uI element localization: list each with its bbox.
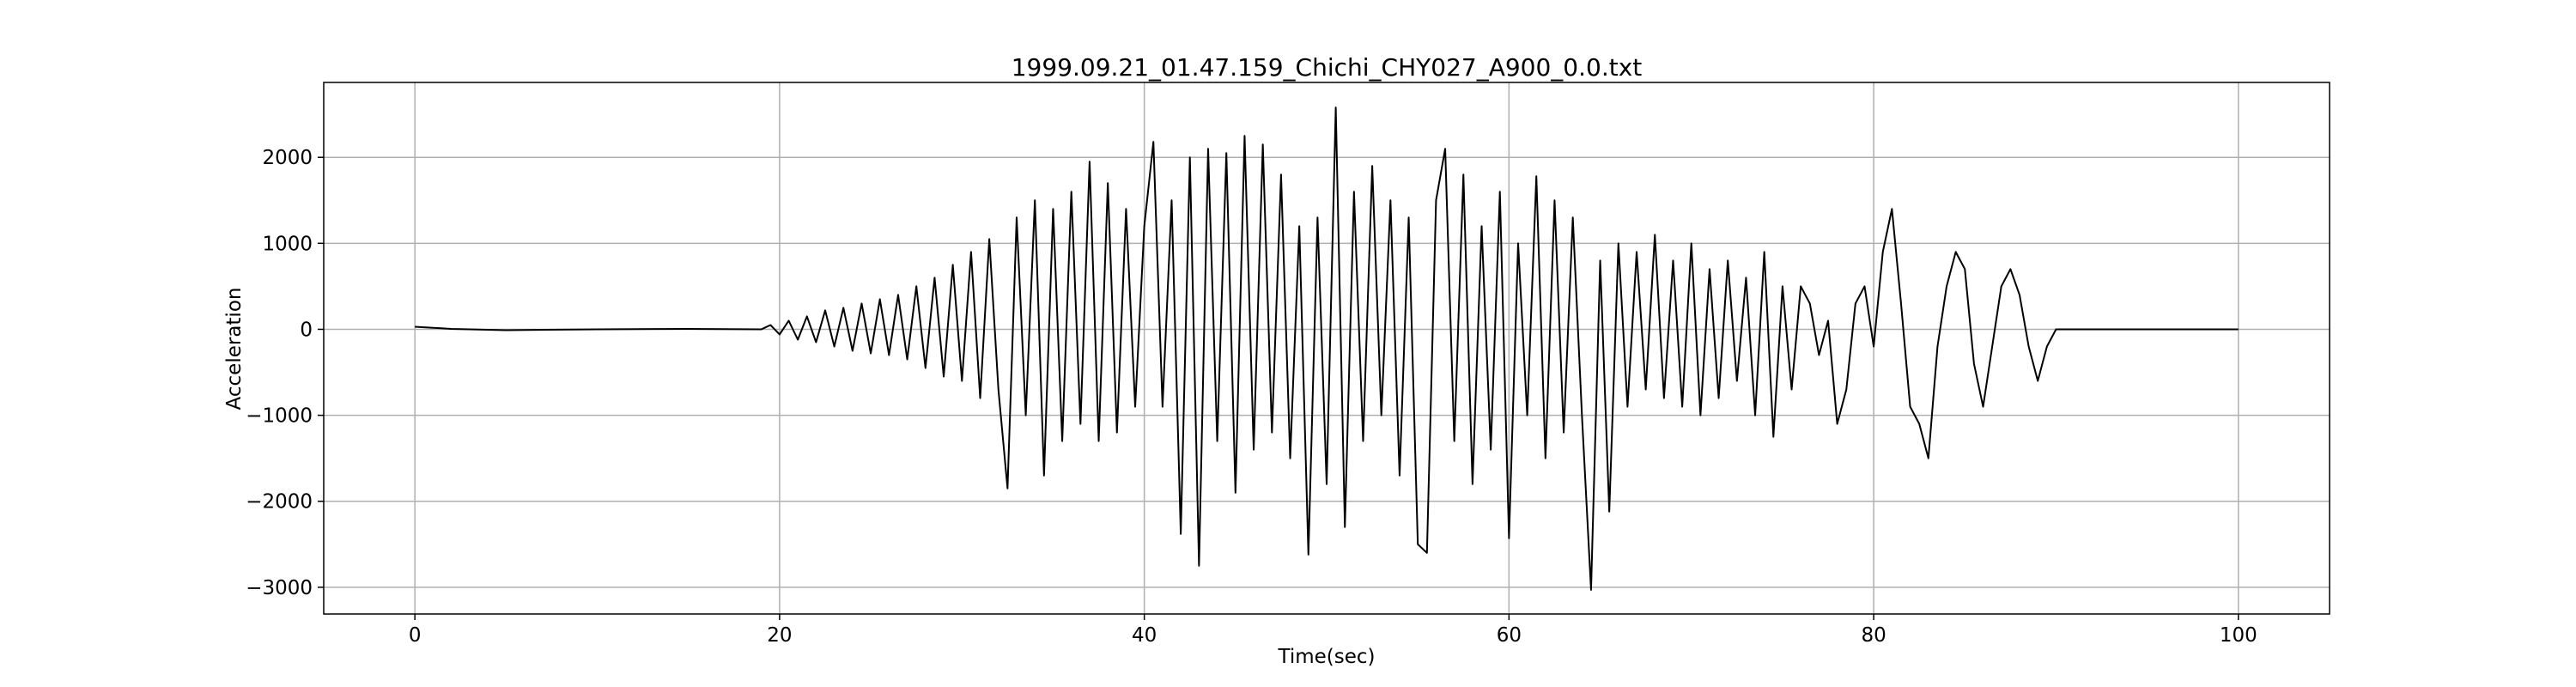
x-tick-label: 0 [409, 624, 422, 647]
y-tick-label: 1000 [262, 233, 313, 255]
chart-title: 1999.09.21_01.47.159_Chichi_CHY027_A900_… [1012, 53, 1643, 82]
data-line [415, 106, 2239, 591]
y-tick-label: −2000 [246, 491, 313, 514]
y-tick-label: 0 [300, 319, 313, 341]
y-axis-label: Acceleration [223, 288, 246, 410]
x-tick-label: 80 [1861, 624, 1886, 647]
x-tick-label: 20 [767, 624, 792, 647]
y-tick-label: 2000 [262, 147, 313, 169]
x-tick-label: 60 [1497, 624, 1522, 647]
x-tick-label: 40 [1132, 624, 1157, 647]
x-axis-label: Time(sec) [1277, 646, 1375, 668]
y-tick-label: −1000 [246, 405, 313, 428]
x-tick-label: 100 [2220, 624, 2257, 647]
y-tick-label: −3000 [246, 577, 313, 599]
plot-frame [323, 82, 2330, 615]
